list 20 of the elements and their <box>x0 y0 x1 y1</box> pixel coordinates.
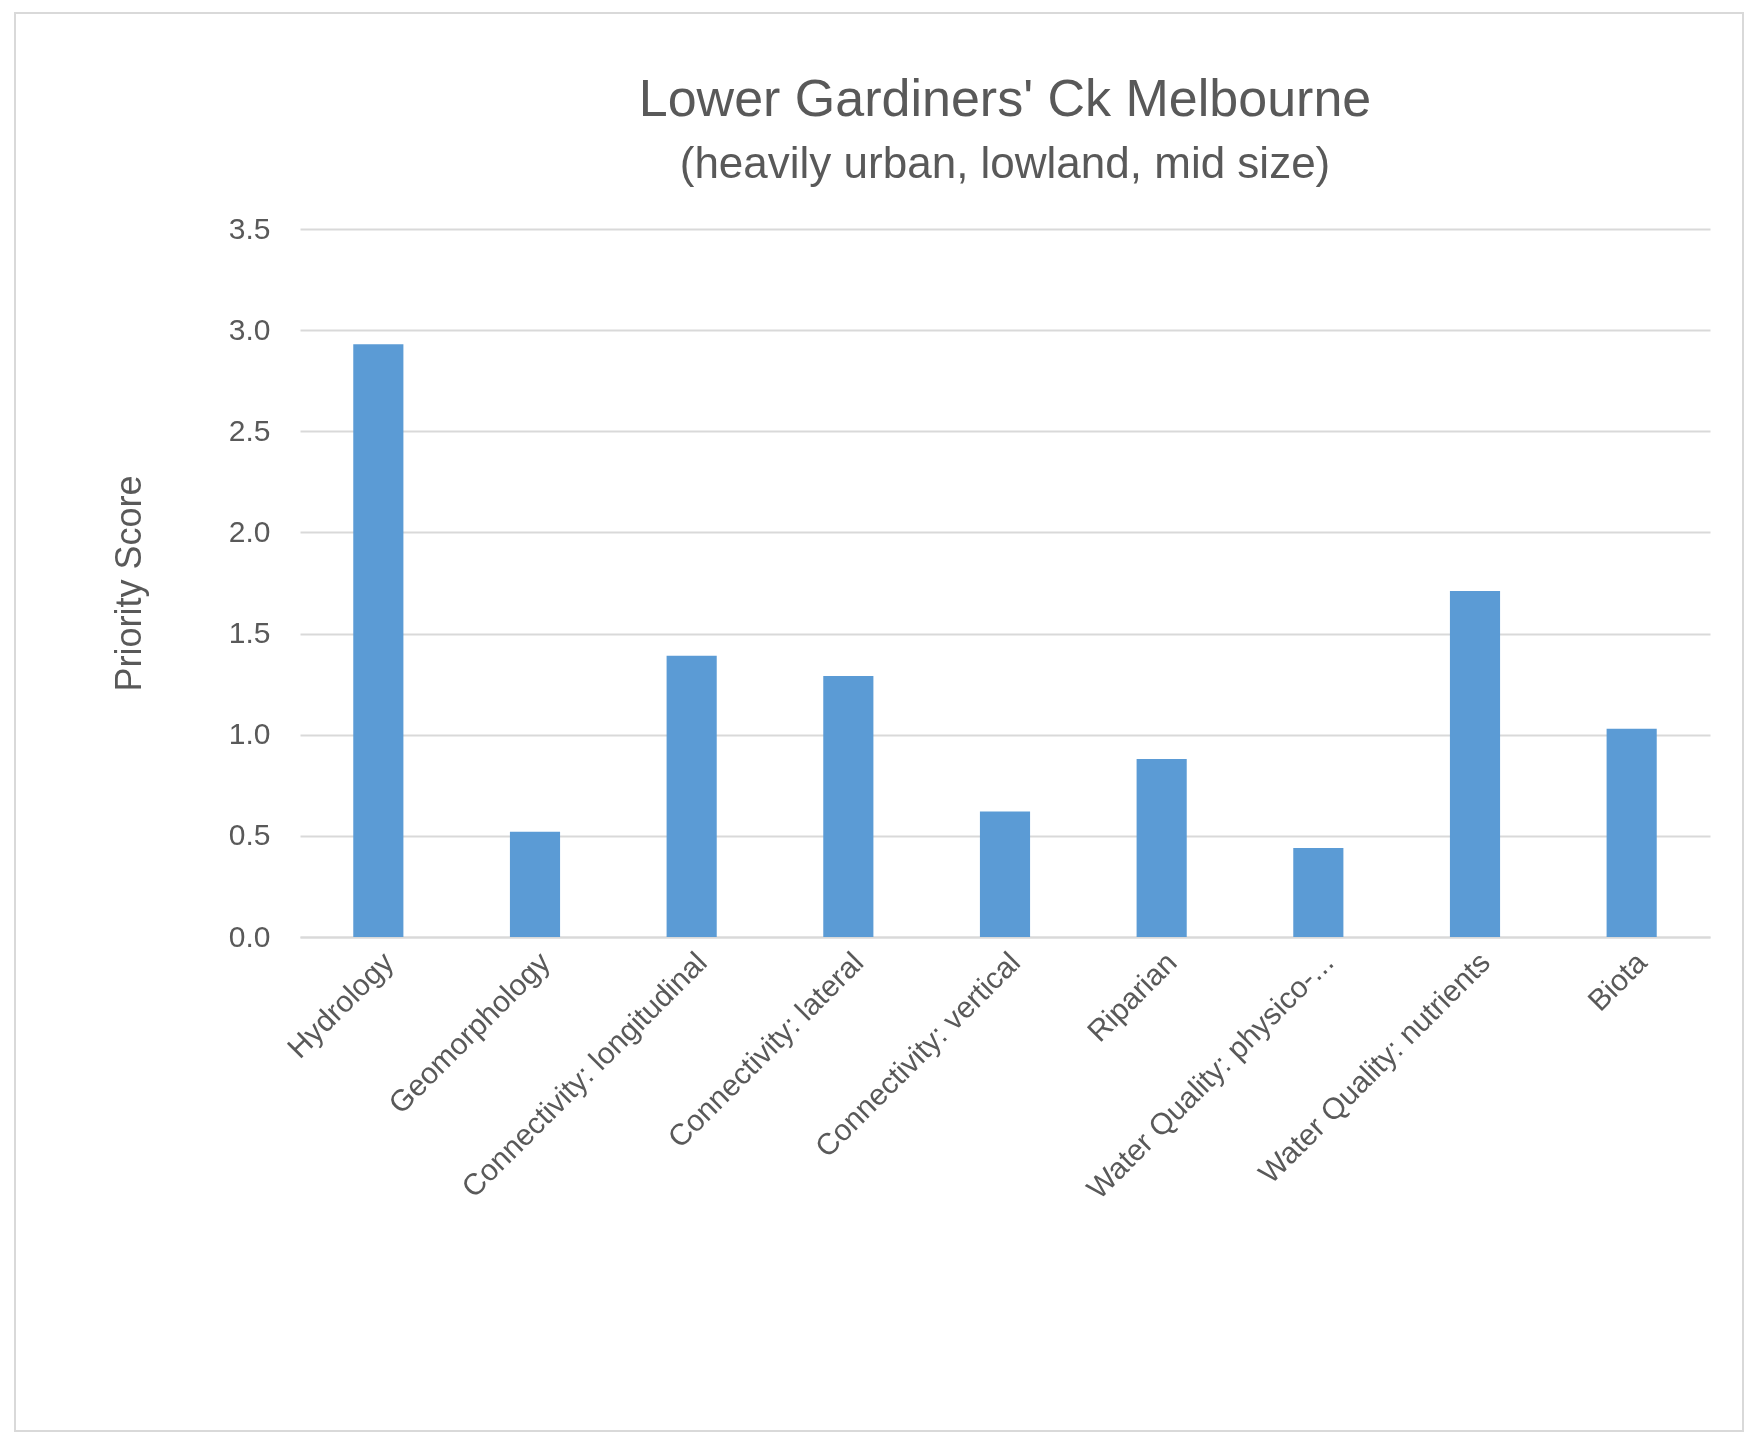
y-tick-label: 1.5 <box>228 616 271 650</box>
y-tick-label: 0.5 <box>228 818 271 852</box>
bar <box>823 676 874 937</box>
y-tick-label: 3.5 <box>228 211 271 245</box>
y-tick-label: 1.0 <box>228 717 271 751</box>
chart-title: Lower Gardiners' Ck Melbourne <box>638 69 1372 127</box>
bar <box>1136 758 1187 937</box>
y-tick-label: 3.0 <box>228 312 271 346</box>
bar <box>1293 847 1344 937</box>
bar <box>1606 728 1657 937</box>
chart-subtitle: (heavily urban, lowland, mid size) <box>679 138 1331 187</box>
bar <box>1449 591 1501 937</box>
y-axis-title: Priority Score <box>107 475 149 692</box>
bar <box>353 344 404 937</box>
y-tick-label: 2.0 <box>228 514 271 548</box>
y-tick-label: 2.5 <box>228 413 271 447</box>
y-tick-label: 0.0 <box>228 919 271 953</box>
bar <box>509 831 561 937</box>
bar <box>666 655 717 937</box>
bar <box>979 811 1031 937</box>
